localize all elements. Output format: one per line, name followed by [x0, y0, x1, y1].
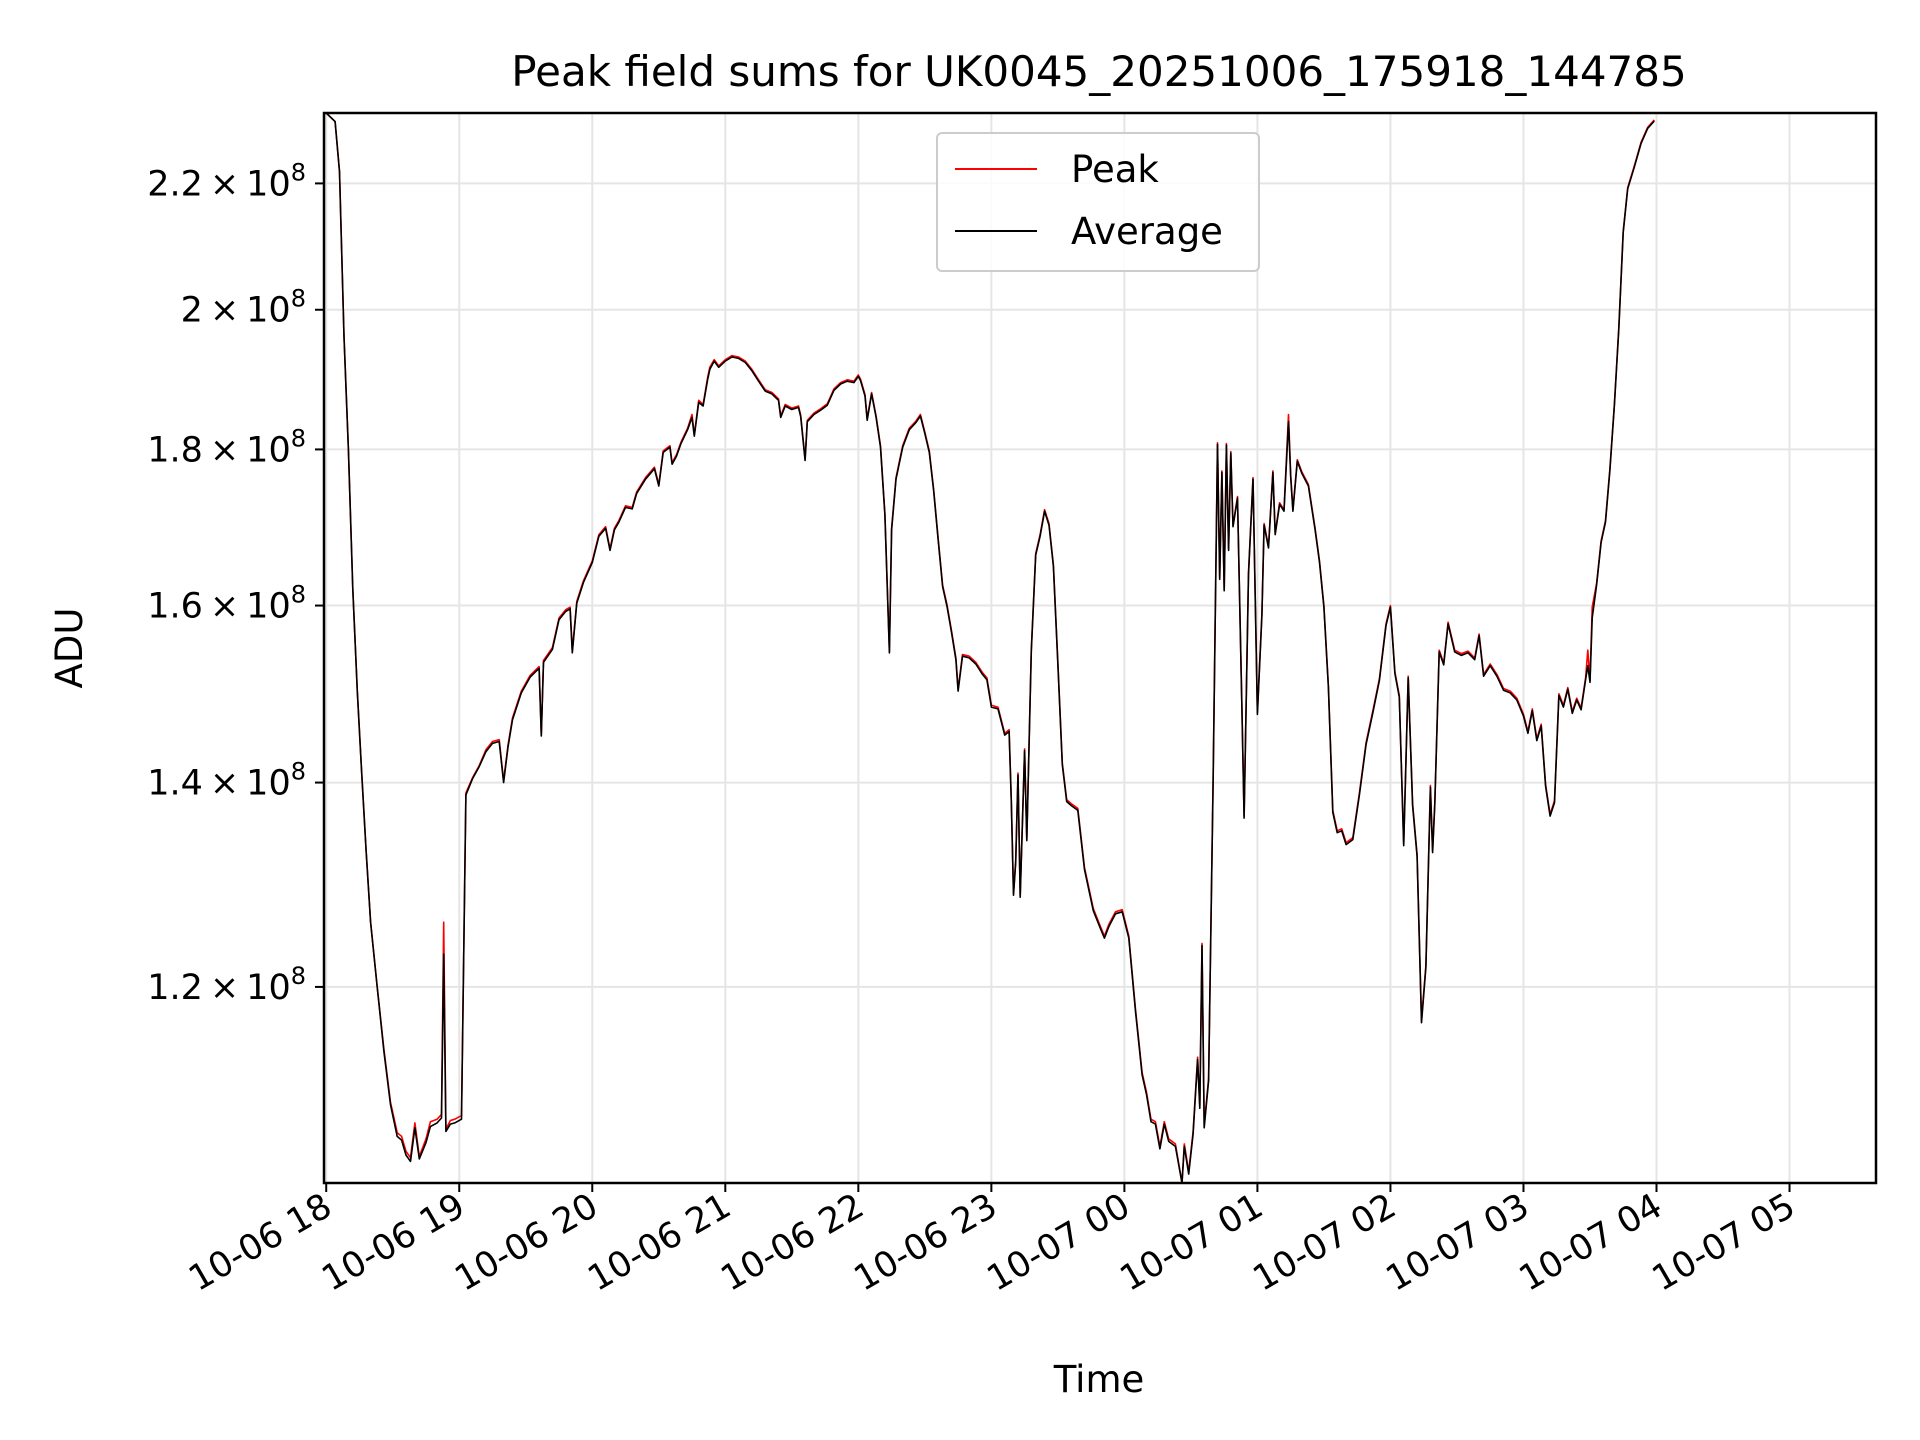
- chart-title: Peak field sums for UK0045_20251006_1759…: [511, 47, 1686, 96]
- y-tick-label: 1.6 × 108: [147, 581, 306, 627]
- grid-layer: [324, 113, 1876, 1183]
- plot-frame: [322, 111, 1878, 1185]
- series-line-average: [325, 113, 1655, 1183]
- y-axis: 1.2 × 108 1.4 × 108 1.6 × 108 1.8 × 108 2 × …: [147, 158, 324, 1008]
- y-tick-label: 2.2 × 108: [147, 158, 306, 204]
- y-axis-label: ADU: [48, 608, 91, 689]
- legend: Peak Average: [936, 132, 1260, 272]
- y-tick-label: 1.2 × 108: [147, 962, 306, 1008]
- legend-label-average: Average: [1071, 210, 1223, 253]
- legend-box: [936, 132, 1260, 272]
- y-tick-label: 1.4 × 108: [147, 758, 306, 804]
- x-axis-label: Time: [1053, 1358, 1145, 1401]
- plot-area: [325, 113, 1655, 1183]
- y-tick-label: 1.8 × 108: [147, 424, 306, 470]
- legend-label-peak: Peak: [1071, 148, 1159, 191]
- y-tick-label: 2 × 108: [181, 285, 306, 331]
